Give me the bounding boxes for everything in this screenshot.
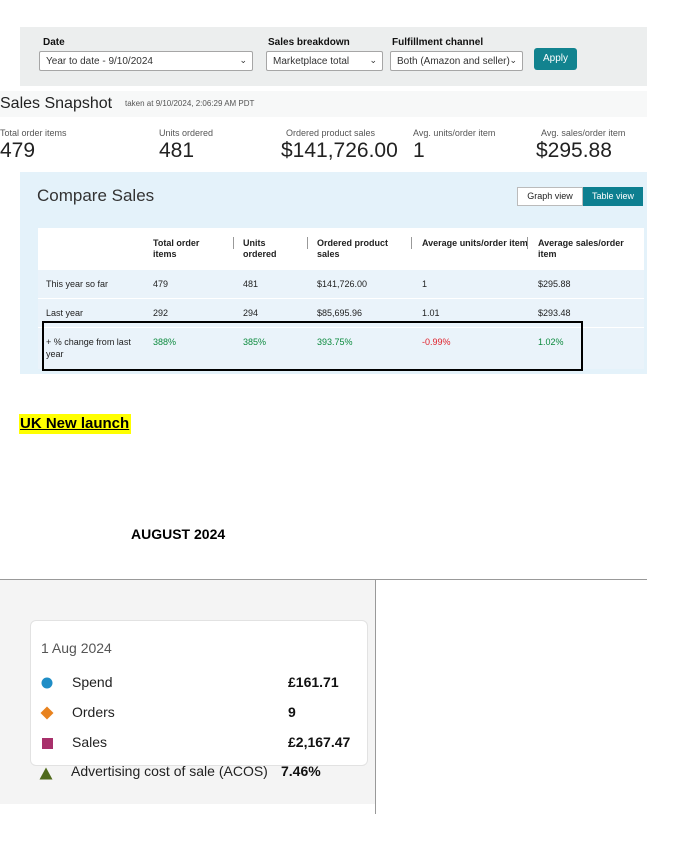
- table-cell: $141,726.00: [317, 279, 368, 289]
- metric-value: £2,167.47: [288, 734, 351, 750]
- circle-icon: [41, 677, 53, 689]
- table-cell: 292: [153, 308, 169, 318]
- metric-value: 7.46%: [281, 763, 321, 779]
- row-label[interactable]: + % change from last year: [46, 336, 146, 360]
- breakdown-select-value: Marketplace total: [273, 56, 350, 67]
- metric-label: Total order items: [0, 128, 67, 138]
- divider-line: [375, 580, 376, 814]
- row-label-text: % change from last year: [46, 337, 131, 359]
- diamond-icon: [40, 706, 54, 720]
- uk-launch-heading: UK New launch: [19, 414, 132, 434]
- chevron-down-icon: ⌄: [239, 55, 247, 65]
- apply-button[interactable]: Apply: [534, 48, 577, 70]
- metric-value: $141,726.00: [281, 139, 398, 162]
- metric-label: Units ordered: [159, 128, 214, 138]
- table-cell: 385%: [243, 337, 267, 347]
- date-select[interactable]: Year to date - 9/10/2024 ⌄: [39, 51, 253, 71]
- snapshot-timestamp: taken at 9/10/2024, 2:06:29 AM PDT: [125, 99, 255, 108]
- compare-sales-title: Compare Sales: [37, 186, 155, 205]
- graph-view-button[interactable]: Graph view: [517, 187, 583, 206]
- divider-line: [0, 579, 647, 580]
- column-header: Average units/order item: [422, 238, 528, 248]
- highlight-box: [42, 321, 583, 371]
- date-select-value: Year to date - 9/10/2024: [46, 56, 153, 67]
- chevron-down-icon: ⌄: [369, 55, 377, 65]
- table-row: + % change from last year 388% 385% 393.…: [38, 327, 644, 369]
- table-cell: $293.48: [538, 308, 571, 318]
- month-heading: AUGUST 2024: [131, 526, 226, 542]
- table-cell: 294: [243, 308, 259, 318]
- snapshot-title: Sales Snapshot: [0, 95, 113, 112]
- metric-label: Advertising cost of sale (ACOS): [71, 763, 268, 779]
- date-filter-label: Date: [43, 37, 65, 48]
- table-cell: 1.02%: [538, 337, 564, 347]
- metric-value: 479: [0, 139, 36, 162]
- breakdown-select[interactable]: Marketplace total ⌄: [266, 51, 383, 71]
- column-divider: [307, 237, 308, 249]
- channel-select[interactable]: Both (Amazon and seller) ⌄: [390, 51, 523, 71]
- metric-value: £161.71: [288, 674, 339, 690]
- metric-value: $295.88: [536, 139, 612, 162]
- metric-label: Avg. units/order item: [413, 128, 496, 138]
- column-header: Average sales/order item: [538, 238, 624, 259]
- table-view-button[interactable]: Table view: [583, 187, 643, 206]
- metric-label: Sales: [72, 734, 108, 750]
- daily-metrics-card: 1 Aug 2024 Spend £161.71 Orders 9 Sales …: [30, 620, 368, 766]
- metric-label: Orders: [72, 704, 115, 720]
- card-date: 1 Aug 2024: [41, 640, 112, 656]
- snapshot-header: [0, 91, 647, 117]
- row-label: Last year: [46, 308, 84, 318]
- breakdown-filter-label: Sales breakdown: [268, 37, 350, 48]
- metric-value: 1: [413, 139, 425, 162]
- table-cell: 388%: [153, 337, 177, 347]
- channel-select-value: Both (Amazon and seller): [397, 56, 510, 67]
- column-divider: [233, 237, 234, 249]
- table-cell: $295.88: [538, 279, 571, 289]
- metric-label: Ordered product sales: [286, 128, 376, 138]
- chevron-down-icon: ⌄: [509, 55, 517, 65]
- metric-label: Avg. sales/order item: [541, 128, 626, 138]
- metric-label: Spend: [72, 674, 113, 690]
- column-header: Ordered product sales: [317, 238, 389, 259]
- metric-value: 481: [159, 139, 195, 162]
- table-cell: 393.75%: [317, 337, 353, 347]
- table-cell: 479: [153, 279, 169, 289]
- triangle-icon: [39, 767, 53, 780]
- expand-icon[interactable]: +: [46, 337, 52, 347]
- table-cell: $85,695.96: [317, 308, 363, 318]
- column-header: Units ordered: [243, 238, 277, 259]
- column-header: Total order items: [153, 238, 200, 259]
- table-cell: 1.01: [422, 308, 440, 318]
- square-icon: [42, 738, 53, 749]
- table-row: This year so far 479 481 $141,726.00 1 $…: [38, 269, 644, 298]
- metric-value: 9: [288, 704, 296, 720]
- column-divider: [411, 237, 412, 249]
- table-cell: 1: [422, 279, 428, 289]
- column-divider: [527, 237, 528, 249]
- table-cell: 481: [243, 279, 259, 289]
- table-cell: -0.99%: [422, 337, 451, 347]
- row-label: This year so far: [46, 279, 109, 289]
- channel-filter-label: Fulfillment channel: [392, 37, 484, 48]
